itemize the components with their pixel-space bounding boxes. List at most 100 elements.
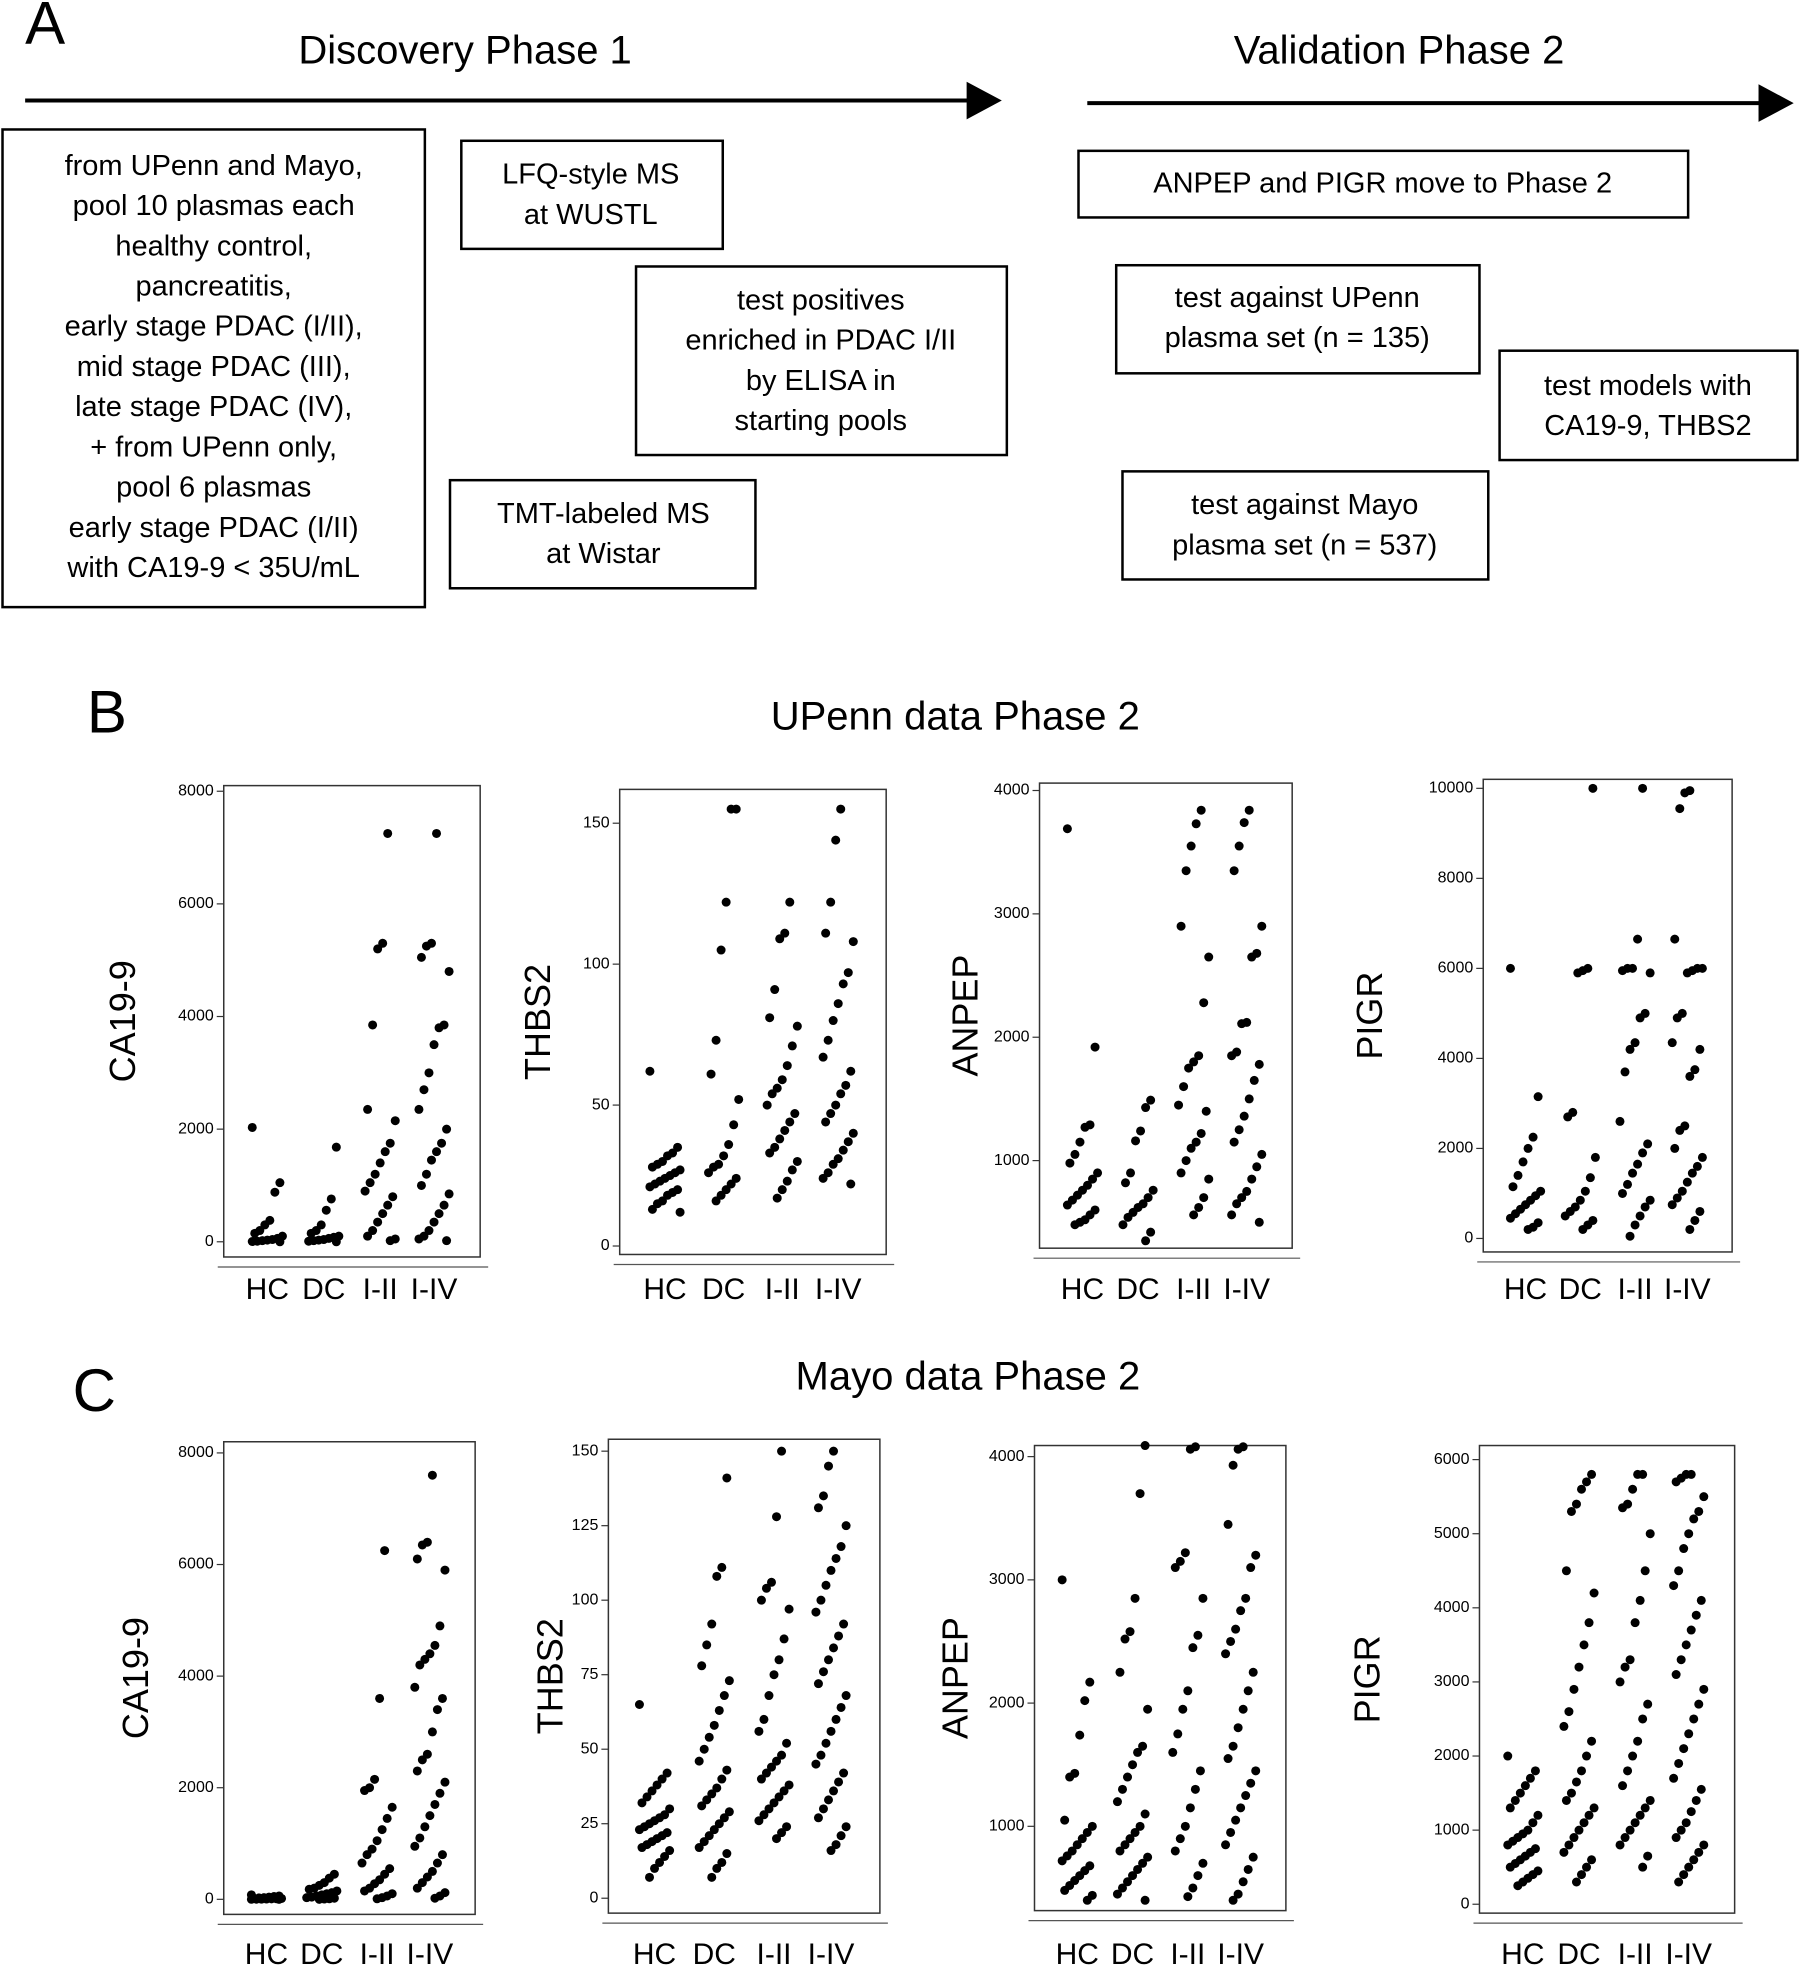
data-point bbox=[813, 1679, 823, 1689]
data-point bbox=[1670, 1143, 1680, 1153]
data-point bbox=[1640, 1202, 1650, 1212]
data-point bbox=[1133, 1747, 1143, 1757]
data-point bbox=[412, 1554, 422, 1564]
data-point bbox=[306, 1228, 316, 1238]
data-point bbox=[831, 1714, 841, 1724]
data-point bbox=[1505, 1803, 1515, 1813]
data-point bbox=[375, 1693, 385, 1703]
data-point bbox=[1251, 1550, 1261, 1560]
data-point bbox=[1125, 1627, 1135, 1637]
data-point bbox=[1236, 1803, 1246, 1813]
data-point bbox=[1645, 1529, 1655, 1539]
step-box bbox=[1121, 470, 1490, 581]
data-point bbox=[1175, 1834, 1185, 1844]
data-point bbox=[1093, 1168, 1103, 1178]
data-point bbox=[1249, 1075, 1259, 1085]
x-tick-label: I-IV bbox=[1664, 1273, 1711, 1306]
data-point bbox=[1233, 1723, 1243, 1733]
data-point bbox=[694, 1756, 704, 1766]
data-point bbox=[711, 1196, 721, 1206]
data-point bbox=[777, 1075, 787, 1085]
y-tick-label: 4000 bbox=[994, 782, 1030, 799]
step-text: healthy control, bbox=[115, 230, 312, 262]
data-point bbox=[440, 1565, 450, 1575]
data-point bbox=[415, 1660, 425, 1670]
data-point bbox=[1196, 1128, 1206, 1138]
data-point bbox=[828, 1159, 838, 1169]
data-point bbox=[1669, 1581, 1679, 1591]
data-point bbox=[1194, 1051, 1204, 1061]
data-point bbox=[1257, 921, 1267, 931]
data-point bbox=[410, 1682, 420, 1692]
data-point bbox=[417, 1755, 427, 1765]
data-point bbox=[304, 1236, 314, 1246]
data-point bbox=[1188, 1643, 1198, 1653]
data-point bbox=[1246, 1563, 1256, 1573]
data-point bbox=[360, 1886, 370, 1896]
data-point bbox=[1241, 1593, 1251, 1603]
data-point bbox=[444, 1189, 454, 1199]
data-point bbox=[790, 1109, 800, 1119]
data-point bbox=[1204, 952, 1214, 962]
y-tick-label: 6000 bbox=[178, 1556, 214, 1573]
data-point bbox=[1682, 1177, 1692, 1187]
data-point bbox=[1248, 1667, 1258, 1677]
x-tick-label: I-IV bbox=[1223, 1273, 1270, 1306]
data-point bbox=[1234, 1125, 1244, 1135]
data-point bbox=[414, 1234, 424, 1244]
data-point bbox=[1232, 1199, 1242, 1209]
data-point bbox=[697, 1801, 707, 1811]
data-point bbox=[645, 1182, 655, 1192]
x-tick-label: DC bbox=[1116, 1273, 1159, 1306]
data-point bbox=[818, 1491, 828, 1501]
data-point bbox=[1130, 1593, 1140, 1603]
data-point bbox=[1123, 1877, 1133, 1887]
data-point bbox=[1623, 1179, 1633, 1189]
y-tick-label: 1000 bbox=[1434, 1821, 1470, 1838]
data-point bbox=[699, 1837, 709, 1847]
data-point bbox=[839, 1619, 849, 1629]
data-point bbox=[430, 1640, 440, 1650]
data-point bbox=[1143, 1852, 1153, 1862]
data-point bbox=[1579, 1640, 1589, 1650]
data-point bbox=[1675, 804, 1685, 814]
data-point bbox=[1628, 1168, 1638, 1178]
data-point bbox=[782, 1738, 792, 1748]
data-point bbox=[1685, 1071, 1695, 1081]
y-tick-label: 150 bbox=[583, 814, 610, 831]
step-text: by ELISA in bbox=[746, 365, 896, 397]
data-point bbox=[647, 1786, 657, 1796]
data-point bbox=[1247, 1174, 1257, 1184]
data-point bbox=[1238, 1704, 1248, 1714]
data-point bbox=[787, 1165, 797, 1175]
x-tick-label: I-II bbox=[1618, 1938, 1653, 1971]
step-box bbox=[634, 265, 1009, 457]
data-point bbox=[247, 1122, 257, 1132]
data-point bbox=[1251, 1766, 1261, 1776]
data-point bbox=[1682, 968, 1692, 978]
data-point bbox=[1188, 1883, 1198, 1893]
data-point bbox=[1252, 1162, 1262, 1172]
y-tick-label: 1000 bbox=[994, 1152, 1030, 1169]
data-point bbox=[766, 1577, 776, 1587]
data-point bbox=[442, 1236, 452, 1246]
data-point bbox=[709, 1720, 719, 1730]
data-point bbox=[1070, 1149, 1080, 1159]
data-point bbox=[1234, 841, 1244, 851]
x-tick-label: DC bbox=[1111, 1938, 1154, 1971]
data-point bbox=[1082, 1895, 1092, 1905]
plot-frame bbox=[1482, 778, 1733, 1253]
data-point bbox=[1580, 1186, 1590, 1196]
data-point bbox=[1691, 1610, 1701, 1620]
data-point bbox=[1196, 805, 1206, 815]
data-point bbox=[675, 1207, 685, 1217]
data-point bbox=[1062, 824, 1072, 834]
data-point bbox=[1189, 1057, 1199, 1067]
data-point bbox=[1615, 1116, 1625, 1126]
data-point bbox=[734, 1094, 744, 1104]
data-point bbox=[813, 1503, 823, 1513]
y-tick-label: 0 bbox=[1461, 1895, 1470, 1912]
data-point bbox=[1625, 1231, 1635, 1241]
data-point bbox=[1584, 1618, 1594, 1628]
data-point bbox=[754, 1726, 764, 1736]
